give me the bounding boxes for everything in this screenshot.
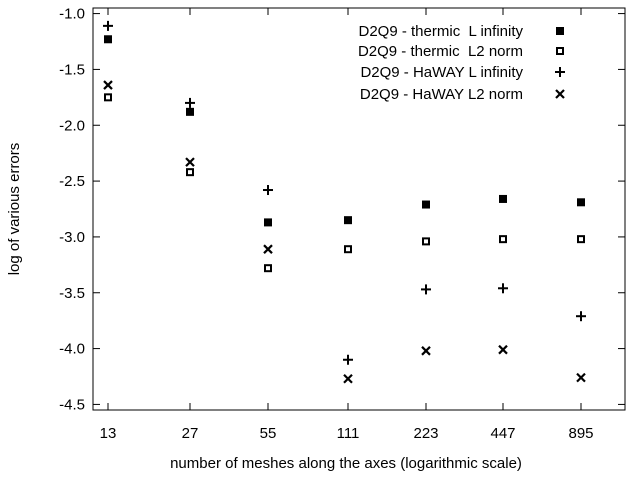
marker-shape	[264, 218, 272, 227]
data-point-series-3	[343, 354, 353, 365]
y-axis-label: log of various errors	[6, 143, 23, 276]
legend: D2Q9 - thermic L infinity D2Q9 - thermic …	[358, 23, 565, 103]
y-tick-label: -2.5	[59, 173, 85, 190]
legend-label: D2Q9 - HaWAY L2 norm	[360, 86, 523, 103]
y-tick-label: -3.0	[59, 229, 85, 246]
marker-shape	[422, 200, 430, 209]
marker-shape	[499, 235, 507, 244]
data-point-series-1	[104, 35, 112, 44]
data-point-series-4	[421, 346, 431, 356]
y-axis: -1.0 -1.5 -2.0 -2.5 -3.0 -3.5 -4.0 -4.5	[59, 6, 625, 413]
marker-shape	[576, 372, 586, 383]
marker-shape	[104, 35, 112, 44]
legend-label: D2Q9 - thermic L infinity	[359, 23, 524, 40]
marker-shape	[186, 107, 194, 116]
marker-shape	[344, 216, 352, 225]
data-point-series-2	[186, 168, 194, 177]
marker-shape	[104, 93, 112, 102]
data-point-series-3	[263, 185, 273, 196]
data-point-series-3	[576, 311, 586, 322]
data-point-series-3	[498, 283, 508, 294]
x-axis-label: number of meshes along the axes (logarit…	[170, 455, 522, 472]
marker-shape	[186, 168, 194, 177]
marker-shape	[556, 27, 564, 35]
y-tick-label: -4.5	[59, 396, 85, 413]
data-point-series-1	[344, 216, 352, 225]
data-point-series-2	[422, 237, 430, 246]
marker-shape	[555, 89, 565, 99]
data-point-series-1	[577, 198, 585, 207]
data-point-series-3	[185, 97, 195, 108]
marker-shape	[577, 235, 585, 244]
marker-shape	[422, 237, 430, 246]
data-point-series-2	[104, 93, 112, 102]
data-point-series-4	[185, 157, 195, 167]
marker-shape	[577, 198, 585, 207]
data-point-series-1	[499, 194, 507, 203]
legend-marker	[555, 89, 565, 99]
x-axis: 13 27 55 111 223 447 895	[100, 8, 594, 442]
y-tick-label: -3.5	[59, 285, 85, 302]
x-tick-label: 27	[182, 425, 199, 442]
data-point-series-3	[103, 20, 113, 31]
marker-shape	[185, 157, 195, 167]
data-point-series-4	[343, 373, 353, 384]
y-tick-label: -1.5	[59, 61, 85, 78]
x-tick-label: 13	[100, 425, 117, 442]
data-point-series-4	[576, 372, 586, 383]
data-point-series-4	[263, 244, 273, 254]
legend-marker	[555, 67, 565, 77]
y-tick-label: -1.0	[59, 6, 85, 23]
legend-marker	[556, 27, 564, 35]
x-tick-label: 55	[260, 425, 277, 442]
marker-shape	[499, 194, 507, 203]
y-tick-label: -2.0	[59, 117, 85, 134]
x-tick-label: 223	[413, 425, 438, 442]
data-point-series-1	[422, 200, 430, 209]
data-point-series-4	[498, 344, 508, 355]
marker-shape	[344, 245, 352, 254]
legend-label: D2Q9 - HaWAY L infinity	[360, 64, 523, 81]
x-tick-label: 447	[490, 425, 515, 442]
legend-label: D2Q9 - thermic L2 norm	[358, 43, 523, 60]
data-point-series-3	[421, 284, 431, 295]
plot-frame	[92, 7, 626, 411]
data-point-series-1	[186, 107, 194, 116]
data-point-series-2	[264, 264, 272, 273]
x-tick-label: 895	[568, 425, 593, 442]
legend-marker	[556, 47, 564, 55]
data-point-series-2	[499, 235, 507, 244]
marker-shape	[556, 47, 564, 55]
marker-shape	[263, 244, 273, 254]
data-point-series-4	[103, 80, 113, 90]
data-point-series-2	[344, 245, 352, 254]
x-tick-label: 111	[337, 425, 360, 442]
data-points	[103, 20, 586, 384]
y-tick-label: -4.0	[59, 341, 85, 358]
data-point-series-2	[577, 235, 585, 244]
marker-shape	[343, 373, 353, 384]
marker-shape	[264, 264, 272, 273]
data-point-series-1	[264, 218, 272, 227]
marker-shape	[421, 346, 431, 356]
marker-shape	[103, 80, 113, 90]
marker-shape	[498, 344, 508, 355]
